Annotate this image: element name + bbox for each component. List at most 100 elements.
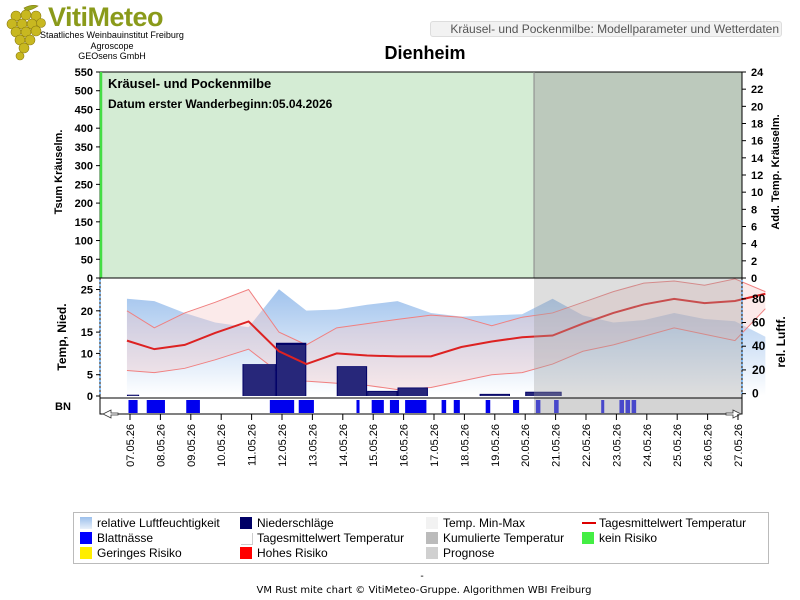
precipitation-bar — [367, 390, 398, 396]
leaf-wetness-bar — [405, 400, 427, 413]
legend-swatch-temp-minmax — [426, 517, 438, 529]
cumulative-temp-bar — [337, 367, 367, 396]
middle-left-tick-label: 15 — [81, 327, 93, 339]
cumulative-temp-bar — [243, 364, 275, 396]
top-left-tick-label: 100 — [75, 236, 93, 248]
legend-swatch-no-risk — [582, 532, 594, 544]
location-title: Dienheim — [384, 43, 466, 63]
leaf-wetness-bar — [485, 400, 491, 413]
middle-right-tick-label: 60 — [752, 315, 766, 329]
precipitation-bar — [397, 387, 428, 396]
bottom-panel-frame — [99, 397, 743, 415]
leaf-wetness-bar — [554, 400, 559, 413]
leaf-wetness-bar — [601, 400, 605, 413]
middle-panel-forecast-overlay — [534, 278, 742, 398]
x-tick-label: 14.05.26 — [338, 424, 350, 467]
logo-line-2: Agroscope — [90, 41, 134, 51]
top-left-tick-label: 50 — [81, 254, 93, 266]
grape-logo-icon — [6, 5, 46, 61]
top-panel-forecast-overlay — [534, 72, 742, 278]
legend-label: relative Luftfeuchtigkeit — [97, 516, 220, 530]
report-title: Kräusel- und Pockenmilbe: Modellparamete… — [430, 21, 782, 37]
precipitation-bar — [525, 391, 562, 396]
legend-swatch-cumulative-temp — [426, 532, 438, 544]
leaf-wetness-bar — [619, 400, 624, 413]
scroll-right-arrow-icon[interactable] — [725, 409, 742, 419]
x-tick-label: 13.05.26 — [307, 424, 319, 467]
top-right-tick-label: 18 — [751, 119, 763, 131]
middle-left-tick-label: 10 — [81, 348, 93, 360]
logo-line-1: Staatliches Weinbauinstitut Freiburg — [40, 30, 184, 40]
x-tick-label: 11.05.26 — [247, 424, 259, 466]
leaf-wetness-bar — [146, 400, 165, 413]
middle-left-tick-label: 5 — [87, 370, 93, 382]
legend-label: Blattnässe — [97, 531, 154, 545]
top-left-tick-label: 200 — [75, 198, 93, 210]
top-left-tick-label: 350 — [75, 142, 93, 154]
x-tick-label: 21.05.26 — [551, 424, 563, 467]
top-right-tick-label: 0 — [751, 273, 757, 285]
legend-swatch-mean-temp-line — [582, 522, 596, 524]
top-annotation-date: Datum erster Wanderbeginn:05.04.2026 — [108, 97, 333, 111]
leaf-wetness-bar — [441, 400, 447, 413]
cumulative-temp-bar — [526, 392, 561, 396]
top-right-tick-label: 2 — [751, 256, 757, 268]
top-left-tick-label: 150 — [75, 217, 93, 229]
logo-title: VitiMeteo — [48, 2, 164, 32]
legend-label: Prognose — [443, 546, 495, 560]
x-tick-label: 10.05.26 — [216, 424, 228, 467]
x-tick-label: 27.05.26 — [733, 424, 745, 467]
cumulative-temp-bar — [127, 394, 139, 396]
middle-right-tick-label: 80 — [752, 292, 766, 306]
leaf-wetness-bar — [298, 400, 314, 413]
middle-ylabel-right: rel. Luftf. — [774, 316, 788, 367]
footer-credit: VM Rust mite chart © VitiMeteo-Gruppe. A… — [256, 585, 592, 596]
top-panel-no-risk-bg — [100, 72, 742, 278]
leaf-wetness-bar — [389, 400, 400, 413]
legend: relative Luftfeuchtigkeit Niederschläge … — [73, 512, 769, 564]
legend-label: Tagesmittelwert Temperatur — [599, 516, 747, 530]
legend-label: kein Risiko — [599, 531, 658, 545]
top-right-tick-label: 20 — [751, 101, 763, 113]
mean-temperature-line — [126, 292, 766, 366]
top-ylabel-right: Add. Temp. Kräuselm. — [770, 114, 782, 229]
top-left-tick-label: 450 — [75, 104, 93, 116]
top-right-tick-label: 24 — [751, 67, 764, 79]
top-right-tick-label: 10 — [751, 187, 763, 199]
cumulative-temp-bar — [398, 388, 427, 396]
legend-swatch-high-risk — [240, 547, 252, 559]
precipitation-bar — [479, 393, 510, 396]
x-tick-label: 09.05.26 — [186, 424, 198, 467]
bottom-ylabel: BN — [55, 401, 71, 413]
top-left-tick-label: 250 — [75, 179, 93, 191]
leaf-wetness-bar — [128, 400, 138, 413]
x-tick-label: 19.05.26 — [490, 424, 502, 467]
x-tick-label: 12.05.26 — [277, 424, 289, 467]
precipitation-bar — [242, 364, 276, 396]
x-tick-label: 18.05.26 — [459, 424, 471, 467]
top-right-tick-label: 4 — [751, 239, 758, 251]
top-left-tick-label: 300 — [75, 161, 93, 173]
leaf-wetness-bar — [453, 400, 460, 413]
legend-swatch-leaf-wetness — [80, 532, 92, 544]
top-left-tick-label: 500 — [75, 86, 93, 98]
legend-label: Hohes Risiko — [257, 546, 328, 560]
leaf-wetness-bar — [535, 400, 541, 413]
leaf-wetness-bar — [625, 400, 631, 413]
legend-label: Temp. Min-Max — [443, 516, 526, 530]
scroll-left-arrow-icon[interactable] — [102, 409, 119, 419]
top-annotation-title: Kräusel- und Pockenmilbe — [108, 76, 271, 91]
legend-swatch-forecast — [426, 547, 438, 559]
legend-label: Tagesmittelwert Temperatur — [257, 531, 405, 545]
cumulative-temp-bar — [368, 391, 397, 396]
x-tick-label: 24.05.26 — [642, 424, 654, 467]
footer-dash: - — [420, 571, 424, 582]
leaf-wetness-bar — [356, 400, 360, 413]
legend-swatch-humidity — [80, 517, 92, 529]
vitimeteo-logo: VitiMeteo Staatliches Weinbauinstitut Fr… — [2, 2, 202, 64]
precipitation-bar — [126, 394, 140, 396]
top-right-tick-label: 14 — [751, 153, 764, 165]
middle-right-tick-label: 0 — [752, 387, 759, 401]
legend-label: Kumulierte Temperatur — [443, 531, 565, 545]
